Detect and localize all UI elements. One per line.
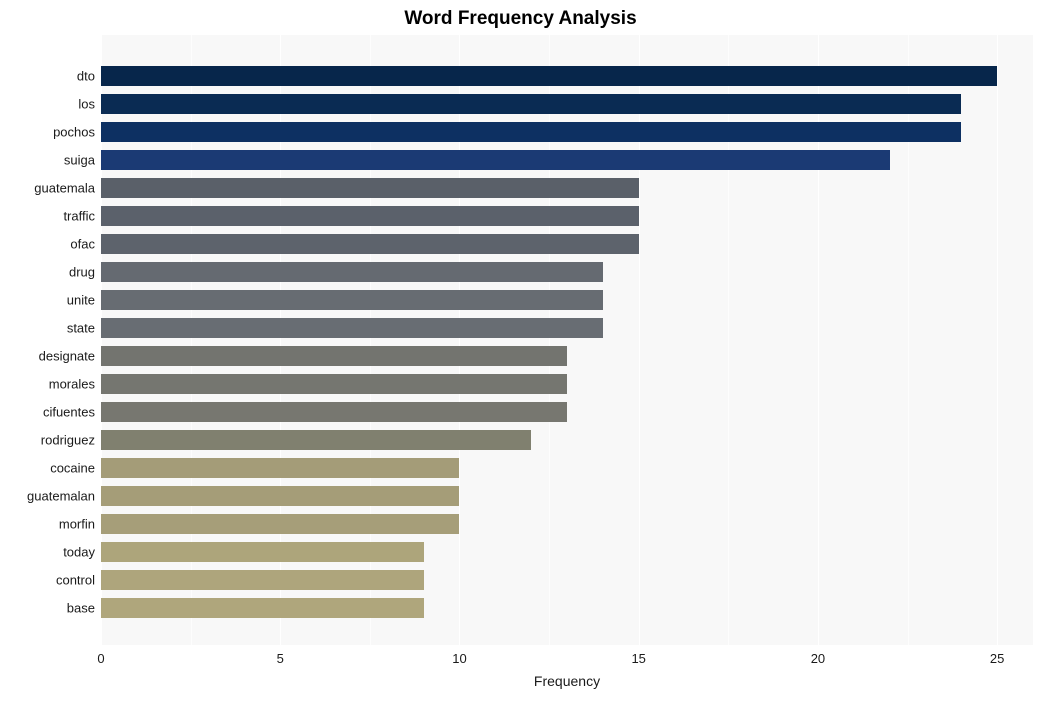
bar [101,178,639,198]
y-tick-label: pochos [53,125,101,140]
y-tick-label: base [67,601,101,616]
bar [101,542,424,562]
bar [101,262,603,282]
y-tick-label: los [78,97,101,112]
bar [101,234,639,254]
bar [101,402,567,422]
y-tick-label: designate [39,349,101,364]
y-tick-label: morales [49,377,101,392]
y-tick-label: unite [67,293,101,308]
y-tick-label: ofac [70,237,101,252]
bar [101,150,890,170]
bar [101,290,603,310]
y-tick-label: suiga [64,153,101,168]
bar [101,458,459,478]
y-tick-label: guatemalan [27,489,101,504]
bar [101,66,997,86]
bar [101,486,459,506]
chart-title: Word Frequency Analysis [0,8,1041,30]
y-tick-label: state [67,321,101,336]
grid-line-major [997,35,998,645]
y-tick-label: cocaine [50,461,101,476]
bar [101,346,567,366]
y-tick-label: control [56,573,101,588]
bar [101,514,459,534]
y-tick-label: traffic [63,209,101,224]
bar [101,430,531,450]
y-tick-label: drug [69,265,101,280]
y-tick-label: morfin [59,517,101,532]
y-tick-label: today [63,545,101,560]
y-tick-label: cifuentes [43,405,101,420]
bar [101,570,424,590]
y-tick-label: rodriguez [41,433,101,448]
word-frequency-chart: Word Frequency Analysis 0510152025dtolos… [0,0,1041,701]
plot-area: 0510152025dtolospochossuigaguatemalatraf… [101,35,1033,645]
bar [101,94,961,114]
bar [101,374,567,394]
bar [101,598,424,618]
y-tick-label: dto [77,69,101,84]
bar [101,206,639,226]
x-axis-label: Frequency [101,645,1033,689]
bar [101,318,603,338]
y-tick-label: guatemala [34,181,101,196]
bar [101,122,961,142]
